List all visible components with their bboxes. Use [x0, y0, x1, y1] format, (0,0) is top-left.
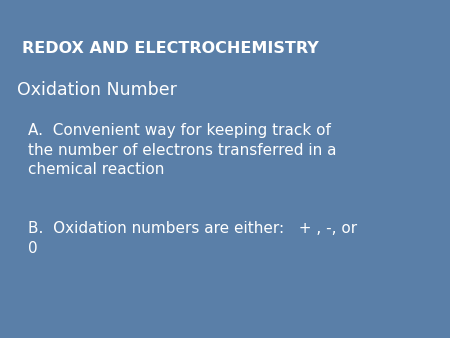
Text: REDOX AND ELECTROCHEMISTRY: REDOX AND ELECTROCHEMISTRY: [22, 41, 318, 55]
Text: A.  Convenient way for keeping track of
the number of electrons transferred in a: A. Convenient way for keeping track of t…: [28, 123, 337, 177]
Text: B.  Oxidation numbers are either:   + , -, or
0: B. Oxidation numbers are either: + , -, …: [28, 221, 357, 256]
Text: Oxidation Number: Oxidation Number: [17, 81, 177, 99]
